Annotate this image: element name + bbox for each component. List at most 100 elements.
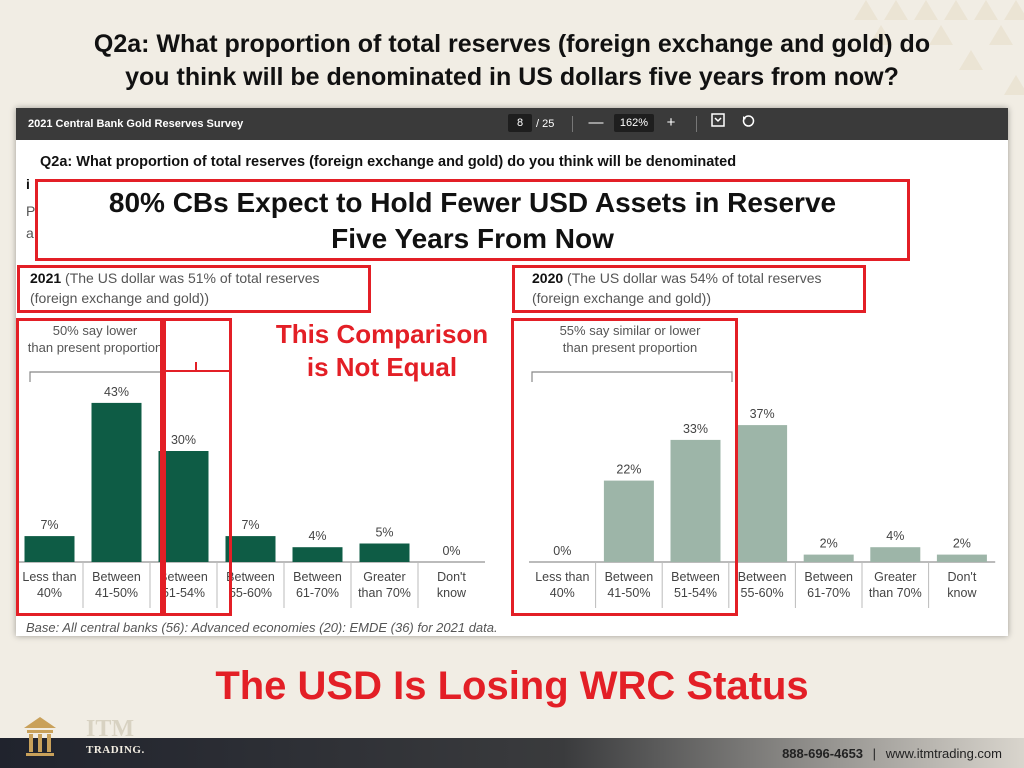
category-label: know bbox=[437, 586, 467, 600]
toolbar-divider bbox=[572, 116, 573, 132]
bar-value-label: 7% bbox=[241, 518, 259, 532]
highlight-box-2020-title bbox=[512, 265, 866, 313]
bar-value-label: 4% bbox=[308, 529, 326, 543]
category-label: than 70% bbox=[869, 586, 922, 600]
chart-2020-title: 2020 (The US dollar was 54% of total res… bbox=[532, 268, 822, 308]
bar-2021-2 bbox=[158, 451, 209, 562]
category-label: 61-70% bbox=[296, 586, 339, 600]
category-label: 40% bbox=[550, 586, 575, 600]
bar-2020-3 bbox=[737, 425, 788, 562]
footer-separator: | bbox=[872, 746, 877, 761]
bar-value-label: 0% bbox=[553, 544, 571, 558]
claim-text: The USD Is Losing WRC Status bbox=[215, 664, 809, 708]
clipped-text: i bbox=[26, 176, 30, 192]
category-label: Between bbox=[804, 570, 853, 584]
chart-2020-bracket-label: 55% say similar or lower than present pr… bbox=[530, 322, 730, 356]
comparison-callout-line1: This Comparison bbox=[275, 319, 489, 349]
category-label: Less than bbox=[22, 570, 76, 584]
website-link[interactable]: www.itmtrading.com bbox=[885, 746, 1002, 761]
bar-value-label: 7% bbox=[40, 518, 58, 532]
category-label: 51-54% bbox=[162, 586, 205, 600]
comparison-callout: This Comparison is Not Equal bbox=[258, 318, 506, 384]
bar-2021-4 bbox=[292, 547, 343, 562]
category-label: 51-54% bbox=[674, 586, 717, 600]
chart-2021-bracket bbox=[29, 371, 164, 382]
chart-2021: 7% Less than 40% 43% Between 41-50% 30% Between… bbox=[16, 385, 485, 608]
chart-2021-year: 2021 bbox=[30, 270, 62, 286]
footer-contact: 888-696-4653 | www.itmtrading.com bbox=[782, 746, 1002, 761]
footer-bar bbox=[0, 738, 1024, 768]
minus-icon[interactable]: — bbox=[588, 114, 604, 131]
chart-2020-bracket-line2: than present proportion bbox=[562, 340, 698, 355]
category-label: Greater bbox=[363, 570, 405, 584]
bar-value-label: 33% bbox=[683, 422, 708, 436]
chart-2021-bracket-line1: 50% say lower bbox=[52, 323, 138, 338]
category-label: Between bbox=[226, 570, 275, 584]
category-label: 41-50% bbox=[607, 586, 650, 600]
headline-line1: 80% CBs Expect to Hold Fewer USD Assets … bbox=[108, 187, 837, 218]
toolbar-divider bbox=[696, 116, 697, 132]
category-label: Between bbox=[293, 570, 342, 584]
chart-2021-bracket-line2: than present proportion bbox=[27, 340, 163, 355]
headline-callout: 80% CBs Expect to Hold Fewer USD Assets … bbox=[35, 179, 910, 261]
fit-page-icon[interactable] bbox=[708, 113, 728, 133]
category-label: Don't bbox=[948, 570, 977, 584]
chart-2020-bracket-line1: 55% say similar or lower bbox=[559, 323, 701, 338]
category-label: Greater bbox=[874, 570, 916, 584]
chart-2021-title: 2021 (The US dollar was 51% of total res… bbox=[30, 268, 320, 308]
bar-value-label: 2% bbox=[820, 537, 838, 551]
bar-2021-5 bbox=[359, 543, 410, 562]
pillar-icon bbox=[24, 717, 56, 756]
bar-2021-1 bbox=[91, 402, 142, 562]
bar-2021-0 bbox=[24, 536, 75, 562]
clipped-text: a bbox=[26, 225, 34, 241]
slide-question-line1: Q2a: What proportion of total reserves (… bbox=[93, 30, 931, 58]
category-label: Between bbox=[671, 570, 720, 584]
category-label: Don't bbox=[437, 570, 466, 584]
document-title: 2021 Central Bank Gold Reserves Survey bbox=[28, 118, 244, 130]
itm-logo: ITM TRADING. bbox=[22, 714, 144, 763]
bar-value-label: 4% bbox=[886, 529, 904, 543]
chart-2021-bracket-label: 50% say lower than present proportion bbox=[22, 322, 168, 356]
bar-value-label: 22% bbox=[616, 463, 641, 477]
bar-2020-2 bbox=[670, 439, 721, 562]
category-label: Between bbox=[738, 570, 787, 584]
category-label: 55-60% bbox=[741, 586, 784, 600]
category-label: than 70% bbox=[358, 586, 411, 600]
highlight-box-2021-51-54 bbox=[163, 318, 232, 616]
clipped-text: P bbox=[26, 203, 36, 219]
bar-value-label: 43% bbox=[104, 385, 129, 399]
rotate-icon[interactable] bbox=[738, 113, 758, 133]
logo-subtext: TRADING. bbox=[86, 744, 145, 756]
category-label: know bbox=[947, 586, 977, 600]
zoom-level[interactable]: 162% bbox=[614, 114, 654, 132]
chart-2020-year: 2020 bbox=[532, 270, 564, 286]
bar-2020-6 bbox=[936, 554, 987, 562]
plus-icon[interactable]: + bbox=[666, 114, 676, 131]
phone-number[interactable]: 888-696-4653 bbox=[782, 746, 864, 761]
bar-2020-5 bbox=[870, 547, 921, 562]
red-bracket-mark bbox=[164, 362, 230, 372]
headline-line2: Five Years From Now bbox=[331, 223, 614, 254]
bar-value-label: 2% bbox=[953, 537, 971, 551]
bar-value-label: 30% bbox=[171, 433, 196, 447]
page-total: / 25 bbox=[536, 118, 555, 130]
bar-2021-3 bbox=[225, 536, 276, 562]
bar-2020-1 bbox=[603, 480, 654, 562]
chart-2020-bracket bbox=[531, 371, 733, 382]
chart-2021-title-line2: (foreign exchange and gold)) bbox=[30, 290, 210, 306]
slide-question: Q2a: What proportion of total reserves (… bbox=[0, 28, 1024, 94]
category-label: Less than bbox=[535, 570, 589, 584]
pdf-toolbar: 2021 Central Bank Gold Reserves Survey 8… bbox=[16, 108, 1008, 140]
bar-value-label: 37% bbox=[750, 407, 775, 421]
category-label: 61-70% bbox=[807, 586, 850, 600]
category-label: Between bbox=[159, 570, 208, 584]
document-question: Q2a: What proportion of total reserves (… bbox=[40, 154, 737, 170]
category-label: Between bbox=[92, 570, 141, 584]
page-number-input[interactable]: 8 bbox=[508, 114, 532, 132]
base-note: Base: All central banks (56): Advanced e… bbox=[26, 620, 498, 635]
bar-value-label: 0% bbox=[442, 544, 460, 558]
chart-2020: 0% Less than 40% 22% Between 41-50% 33% Between… bbox=[529, 407, 996, 608]
highlight-box-2021-lower bbox=[16, 318, 163, 616]
logo-text: ITM bbox=[86, 716, 134, 742]
